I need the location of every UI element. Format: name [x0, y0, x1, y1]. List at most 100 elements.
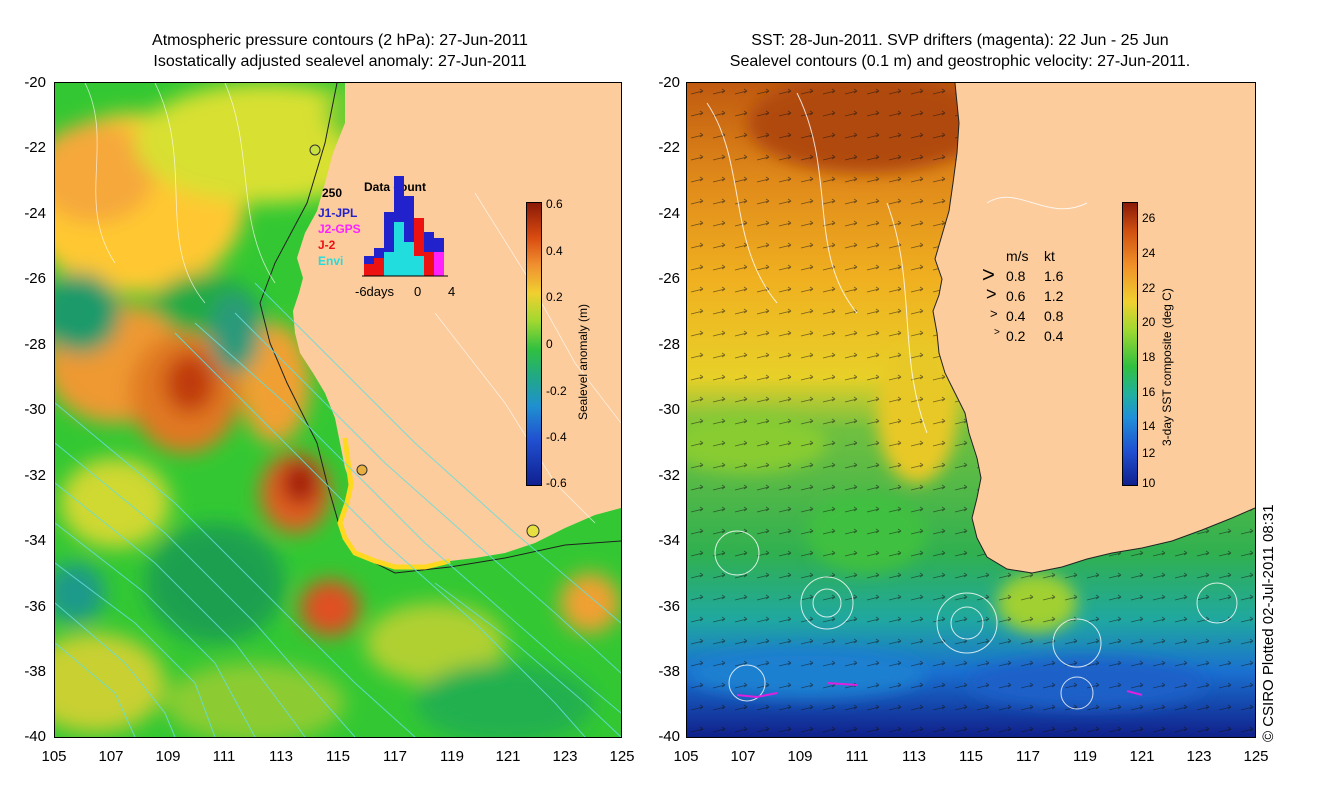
- right-cbar-tick: 18: [1142, 350, 1156, 364]
- left-cbar-tick: 0.6: [546, 197, 563, 211]
- legend-ms-value: 0.4: [1006, 308, 1026, 324]
- left-ytick: -34: [24, 532, 46, 549]
- velocity-legend: m/s kt > 0.8 1.6 > 0.6 1.2 > 0.4 0.8 > 0…: [976, 248, 1086, 348]
- legend-arrow-icon: >: [982, 262, 995, 287]
- right-ytick: -36: [658, 598, 680, 615]
- hist-xlabel-zero: 0: [414, 284, 422, 299]
- legend-arrow-icon: >: [986, 284, 997, 304]
- hist-xlabel-end: 4: [448, 284, 456, 299]
- left-cbar-tick: 0.2: [546, 290, 563, 304]
- land-australia: [933, 83, 1255, 573]
- coastline: [932, 83, 1255, 574]
- left-ytick: -26: [24, 270, 46, 287]
- left-ytick: -28: [24, 336, 46, 353]
- legend-kt-value: 0.4: [1044, 328, 1064, 344]
- shelf-edge-line: [259, 83, 621, 574]
- right-cbar-tick: 20: [1142, 315, 1156, 329]
- right-xtick: 107: [730, 748, 756, 765]
- left-ytick: -24: [24, 205, 46, 222]
- left-xtick: 115: [326, 748, 350, 765]
- leeuwin-current-band: [337, 437, 451, 570]
- left-cbar-tick: -0.2: [546, 384, 567, 398]
- left-colorbar-label: Sealevel anomaly (m): [576, 303, 590, 420]
- right-ytick: -24: [658, 205, 680, 222]
- right-ytick: -32: [658, 467, 680, 484]
- right-ytick: -40: [658, 728, 680, 745]
- hist-mission-1: J1-JPL: [318, 206, 358, 220]
- left-ytick: -20: [24, 74, 46, 91]
- right-cbar-tick: 16: [1142, 385, 1156, 399]
- hist-mission-3: J-2: [318, 238, 336, 252]
- legend-kt-value: 0.8: [1044, 308, 1064, 324]
- right-ytick: -38: [658, 663, 680, 680]
- left-cbar-tick: 0.4: [546, 244, 563, 258]
- left-xtick: 121: [495, 748, 521, 765]
- legend-ms-value: 0.6: [1006, 288, 1026, 304]
- left-xtick: 117: [383, 748, 407, 765]
- credit-text: © CSIRO Plotted 02-Jul-2011 08:31: [1260, 504, 1277, 742]
- legend-kt-value: 1.2: [1044, 288, 1064, 304]
- right-colorbar: [1122, 202, 1138, 486]
- left-xtick: 105: [41, 748, 67, 765]
- right-ytick: -20: [658, 74, 680, 91]
- left-title-line2: Isostatically adjusted sealevel anomaly:…: [153, 53, 527, 70]
- right-xtick: 125: [1243, 748, 1269, 765]
- legend-arrow-icon: >: [990, 306, 998, 321]
- right-cbar-tick: 10: [1142, 476, 1156, 490]
- right-title-line1: SST: 28-Jun-2011. SVP drifters (magenta)…: [751, 32, 1169, 49]
- right-title: SST: 28-Jun-2011. SVP drifters (magenta)…: [660, 30, 1260, 72]
- right-cbar-tick: 14: [1142, 419, 1156, 433]
- left-xtick: 107: [98, 748, 124, 765]
- right-xtick: 113: [902, 748, 926, 765]
- right-ytick: -28: [658, 336, 680, 353]
- station-marker: [356, 464, 368, 476]
- svp-drifter-track: [826, 682, 858, 686]
- hist-mission-4: Envi: [318, 254, 344, 268]
- legend-kt-value: 1.6: [1044, 268, 1064, 284]
- right-xtick: 109: [787, 748, 813, 765]
- left-cbar-tick: -0.6: [546, 476, 567, 490]
- right-cbar-tick: 12: [1142, 446, 1156, 460]
- right-ytick: -22: [658, 139, 680, 156]
- left-xtick: 123: [552, 748, 578, 765]
- left-ytick: -40: [24, 728, 46, 745]
- svp-drifter-track: [1126, 690, 1143, 696]
- right-cbar-tick: 22: [1142, 281, 1156, 295]
- left-xtick: 125: [609, 748, 635, 765]
- legend-ms-value: 0.8: [1006, 268, 1026, 284]
- right-map: [686, 82, 1256, 738]
- legend-arrow-icon: >: [994, 327, 1000, 338]
- left-ytick: -32: [24, 467, 46, 484]
- pressure-contours: [55, 282, 621, 737]
- hist-max-label: 250: [322, 186, 343, 200]
- left-ytick: -36: [24, 598, 46, 615]
- right-xtick: 119: [1073, 748, 1097, 765]
- left-title: Atmospheric pressure contours (2 hPa): 2…: [60, 30, 620, 72]
- left-ytick: -30: [24, 401, 46, 418]
- right-xtick: 115: [959, 748, 983, 765]
- right-xtick: 111: [845, 748, 869, 765]
- right-xtick: 121: [1129, 748, 1155, 765]
- left-map: [54, 82, 622, 738]
- left-cbar-tick: -0.4: [546, 430, 567, 444]
- sealevel-contours: [706, 92, 1238, 710]
- right-xtick: 105: [673, 748, 699, 765]
- hist-xlabel-start: -6days: [355, 284, 395, 299]
- right-colorbar-label: 3-day SST composite (deg C): [1160, 288, 1174, 446]
- station-marker: [309, 144, 321, 156]
- left-colorbar: [526, 202, 542, 486]
- left-cbar-tick: 0: [546, 337, 553, 351]
- left-ytick: -38: [24, 663, 46, 680]
- right-ytick: -30: [658, 401, 680, 418]
- right-xtick: 117: [1016, 748, 1040, 765]
- right-xtick: 123: [1186, 748, 1212, 765]
- left-xtick: 119: [440, 748, 464, 765]
- legend-header-ms: m/s: [1006, 248, 1029, 264]
- right-cbar-tick: 26: [1142, 211, 1156, 225]
- legend-ms-value: 0.2: [1006, 328, 1026, 344]
- left-xtick: 113: [269, 748, 293, 765]
- right-ytick: -34: [658, 532, 680, 549]
- hist-mission-2: J2-GPS: [318, 222, 361, 236]
- legend-header-kt: kt: [1044, 248, 1055, 264]
- hist-bars: [362, 176, 448, 277]
